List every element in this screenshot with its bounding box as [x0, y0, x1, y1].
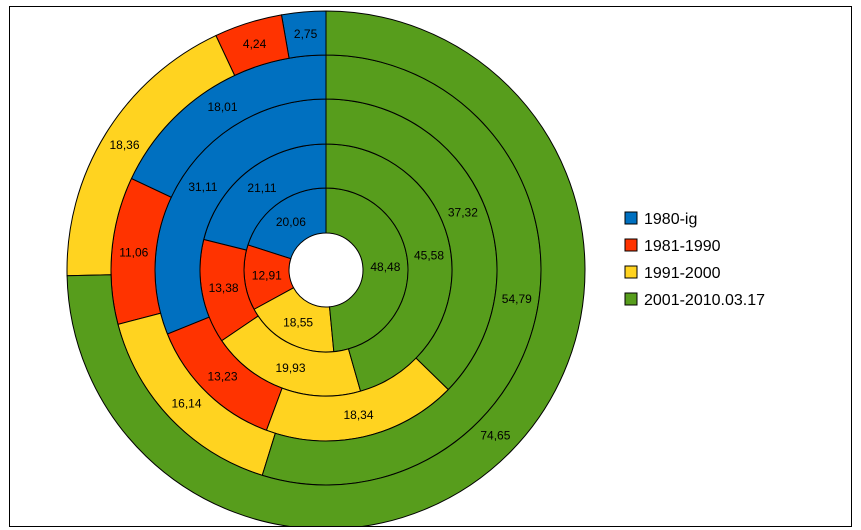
slice-label-ring-3-1991-2000: 18,34: [343, 408, 373, 422]
slice-label-ring-4-1991-2000: 16,14: [171, 396, 201, 410]
slice-label-ring-4-2001-2010-03-17: 54,79: [502, 292, 532, 306]
slice-label-ring-3-2001-2010-03-17: 37,32: [448, 205, 478, 219]
slice-label-ring-2-1991-2000: 19,93: [275, 361, 305, 375]
slice-label-ring-1-1980-ig: 20,06: [276, 215, 306, 229]
slice-ring-5-1991-2000: [66, 34, 236, 277]
slice-label-ring-2-2001-2010-03-17: 45,58: [414, 249, 444, 263]
legend-swatch-1980-ig: [624, 211, 638, 225]
slice-label-ring-1-2001-2010-03-17: 48,48: [370, 260, 400, 274]
slice-label-ring-1-1991-2000: 18,55: [283, 316, 313, 330]
slice-label-ring-5-1980-ig: 2,75: [294, 27, 318, 41]
slice-label-ring-1-1981-1990: 12,91: [252, 269, 282, 283]
legend-label-1980-ig: 1980-ig: [644, 211, 697, 228]
slice-label-ring-2-1981-1990: 13,38: [209, 281, 239, 295]
slice-label-ring-4-1980-ig: 18,01: [207, 100, 237, 114]
slice-ring-5-1981-1990: [215, 14, 290, 77]
slice-label-ring-5-2001-2010-03-17: 74,65: [480, 429, 510, 443]
donut-rings: [66, 10, 586, 526]
legend-label-1991-2000: 1991-2000: [644, 265, 721, 282]
legend-swatch-1991-2000: [624, 265, 638, 279]
slice-label-ring-3-1981-1990: 13,23: [207, 370, 237, 384]
legend-swatch-2001-2010-03-17: [624, 292, 638, 306]
multi-level-donut-chart: 20,06 12,91 18,55 48,48 21,11 13,38 19,93 45,58…: [66, 10, 765, 526]
slice-label-ring-5-1981-1990: 4,24: [243, 37, 267, 51]
slice-label-ring-3-1980-ig: 31,11: [188, 180, 217, 194]
chart-frame: 20,06 12,91 18,55 48,48 21,11 13,38 19,93 45,58…: [9, 6, 852, 527]
slice-label-ring-2-1980-ig: 21,11: [247, 181, 276, 195]
legend-label-1981-1990: 1981-1990: [644, 238, 721, 255]
slice-ring-5-2001-2010-03-17: [66, 10, 586, 526]
legend-swatch-1981-1990: [624, 238, 638, 252]
legend: 1980-ig 1981-1990 1991-2000 2001-2010.03.17: [624, 211, 765, 309]
slice-label-ring-5-1991-2000: 18,36: [109, 138, 139, 152]
legend-label-2001-2010-03-17: 2001-2010.03.17: [644, 292, 765, 309]
slice-label-ring-4-1981-1990: 11,06: [119, 245, 148, 259]
slice-labels: 20,06 12,91 18,55 48,48 21,11 13,38 19,93 45,58…: [109, 27, 532, 443]
